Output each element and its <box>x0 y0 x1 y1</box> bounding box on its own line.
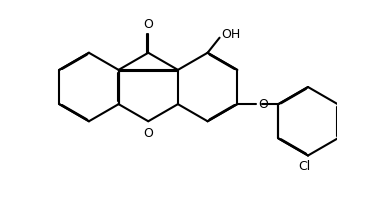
Text: O: O <box>143 128 153 140</box>
Text: O: O <box>258 98 268 111</box>
Text: Cl: Cl <box>298 160 311 173</box>
Text: OH: OH <box>221 29 240 41</box>
Text: O: O <box>143 18 153 31</box>
